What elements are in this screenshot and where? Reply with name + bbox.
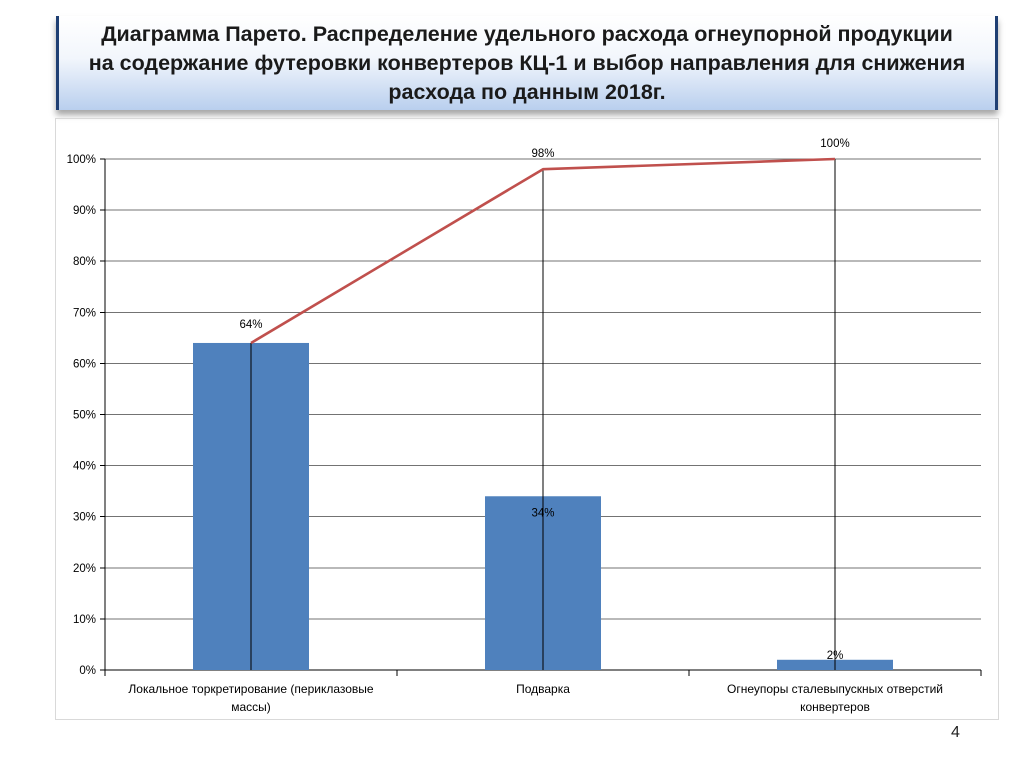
x-category-label: Огнеупоры сталевыпускных отверстий [727, 682, 943, 696]
bar-data-label: 2% [827, 650, 844, 662]
x-category-label: массы) [231, 700, 271, 714]
y-tick-label: 90% [73, 205, 96, 217]
chart-area: 0% 10% 20% 30% 40% 50% 60% 70% 80% 90% 100% 64% 34% 2… [55, 118, 999, 720]
line-data-label: 100% [820, 138, 849, 150]
slide-page-number: 4 [951, 724, 960, 741]
y-tick-label: 50% [73, 410, 96, 422]
slide-title-line-2: на содержание футеровки конвертеров КЦ-1… [88, 50, 966, 75]
y-tick-label: 40% [73, 461, 96, 473]
slide-title-line-3: расхода по данным 2018г. [388, 79, 666, 104]
slide-title: Диаграмма Парето. Распределение удельног… [75, 20, 980, 107]
y-tick-label: 10% [73, 614, 96, 626]
y-tick-label: 80% [73, 256, 96, 268]
x-category-label: Локальное торкретирование (периклазовые [128, 682, 374, 696]
x-category-label: Подварка [516, 682, 570, 696]
y-tick-label: 60% [73, 358, 96, 370]
slide-title-banner: Диаграмма Парето. Распределение удельног… [56, 16, 998, 110]
y-tick-label: 30% [73, 512, 96, 524]
x-category-label: конвертеров [800, 700, 870, 714]
y-tick-label: 70% [73, 307, 96, 319]
y-tick-label: 100% [67, 154, 96, 166]
bar-data-label: 64% [239, 319, 262, 331]
y-tick-label: 0% [79, 665, 96, 677]
y-tick-label: 20% [73, 563, 96, 575]
slide-title-line-1: Диаграмма Парето. Распределение удельног… [101, 21, 953, 46]
bar-data-label: 34% [531, 507, 554, 519]
pareto-chart: 0% 10% 20% 30% 40% 50% 60% 70% 80% 90% 100% 64% 34% 2… [67, 138, 982, 714]
cumulative-line [250, 157, 836, 345]
line-data-label: 98% [531, 148, 554, 160]
